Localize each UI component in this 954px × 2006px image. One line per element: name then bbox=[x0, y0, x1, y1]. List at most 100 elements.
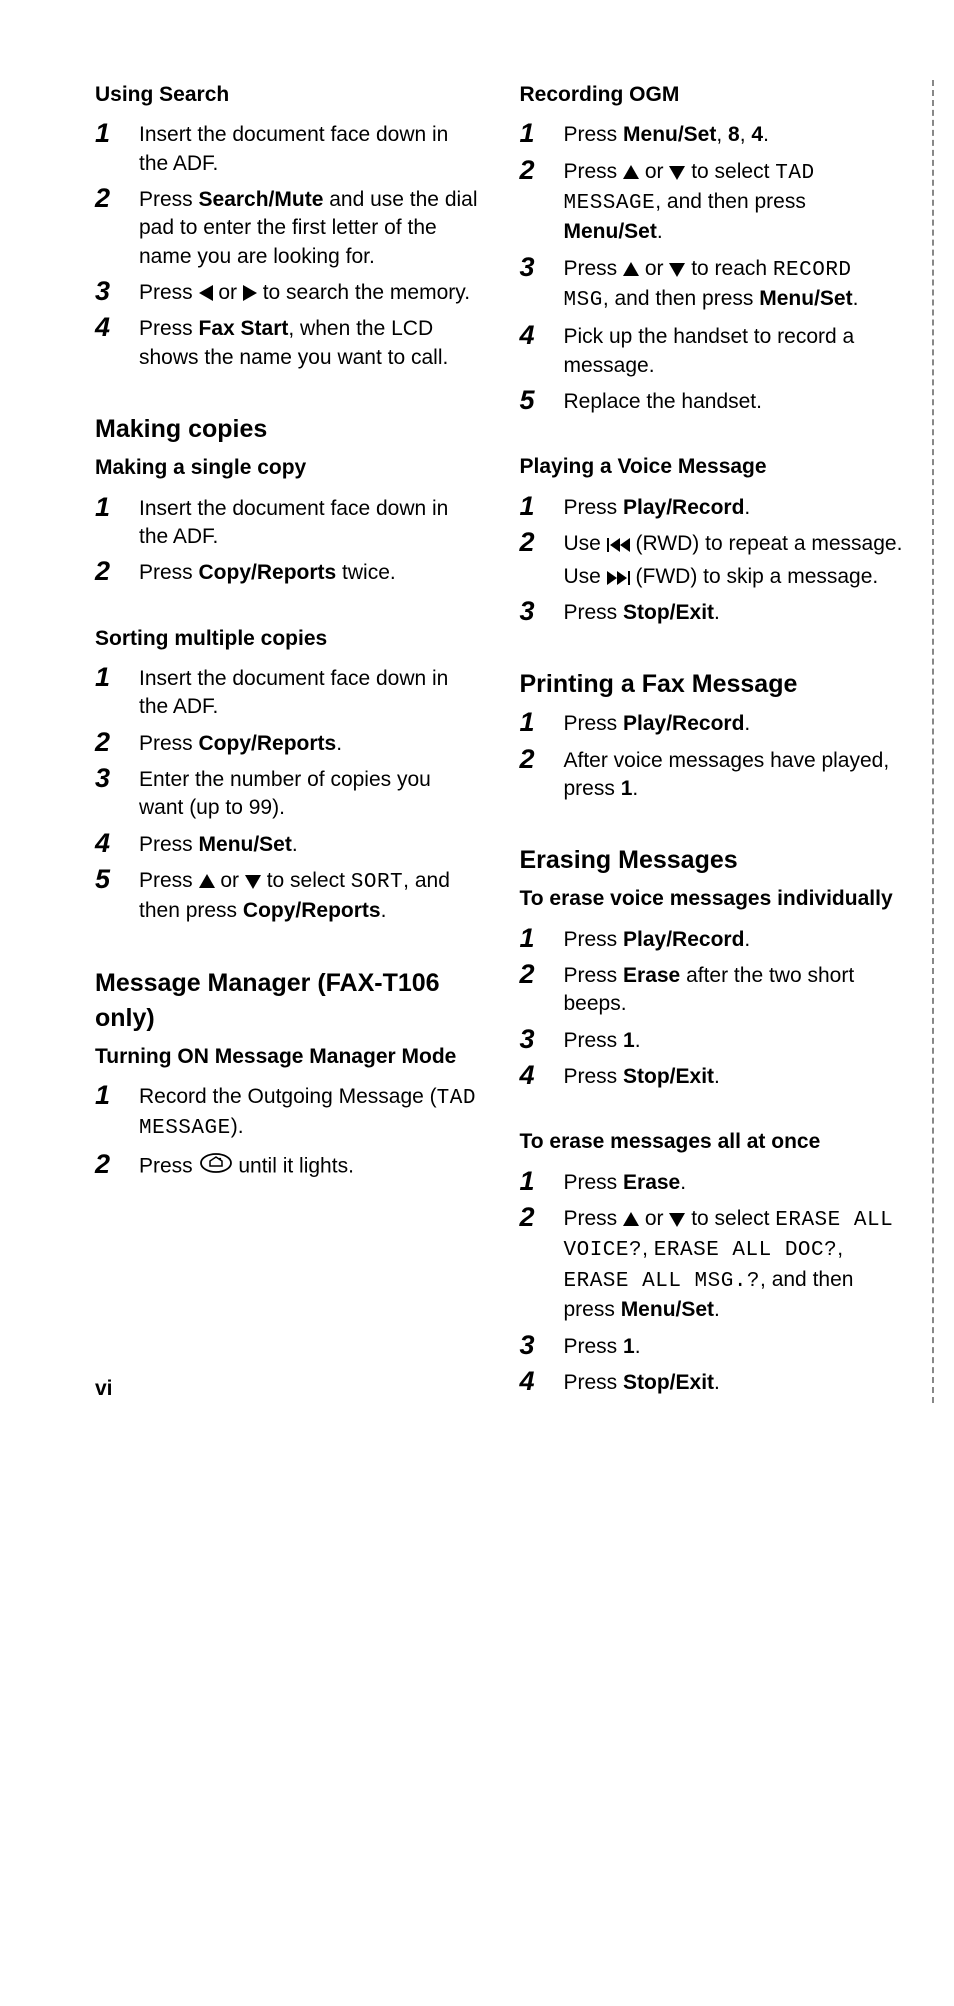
step-item: 2Use (RWD) to repeat a message.Use (FWD)… bbox=[520, 528, 905, 591]
step-number: 4 bbox=[520, 1367, 564, 1397]
step-item: 3Press or to reach RECORD MSG, and then … bbox=[520, 253, 905, 316]
step-item: 1Press Menu/Set, 8, 4. bbox=[520, 119, 905, 149]
step-list: 1Press Menu/Set, 8, 4. 2Press or to selec… bbox=[520, 119, 905, 416]
bold-text: Search/Mute bbox=[199, 188, 324, 211]
section-subheading: Using Search bbox=[95, 80, 480, 109]
bold-text: Play/Record bbox=[623, 928, 744, 951]
step-text: Press Copy/Reports. bbox=[139, 728, 480, 758]
step-list: 1Record the Outgoing Message (TAD MESSAG… bbox=[95, 1081, 480, 1182]
step-text: Press Stop/Exit. bbox=[564, 1367, 905, 1397]
step-number: 5 bbox=[95, 865, 139, 895]
step-number: 4 bbox=[520, 321, 564, 351]
bold-text: Menu/Set bbox=[564, 220, 657, 243]
section-heading: Erasing Messages bbox=[520, 843, 905, 878]
up-arrow-icon bbox=[623, 165, 639, 179]
step-text: Press or to select TAD MESSAGE, and then… bbox=[564, 156, 905, 247]
step-text: Press Play/Record. bbox=[564, 492, 905, 522]
step-number: 1 bbox=[95, 663, 139, 693]
step-item: 4Pick up the handset to record a message… bbox=[520, 321, 905, 380]
step-text: After voice messages have played, press … bbox=[564, 745, 905, 804]
bold-text: Stop/Exit bbox=[623, 601, 714, 624]
lcd-text: TAD MESSAGE bbox=[564, 162, 815, 215]
lcd-text: TAD MESSAGE bbox=[139, 1087, 476, 1140]
step-item: 1Press Play/Record. bbox=[520, 492, 905, 522]
left-column: Using Search1Insert the document face do… bbox=[95, 80, 480, 1403]
bold-text: Fax Start bbox=[199, 317, 289, 340]
step-number: 2 bbox=[95, 184, 139, 214]
step-number: 4 bbox=[520, 1061, 564, 1091]
step-text: Press or to search the memory. bbox=[139, 277, 480, 307]
step-number: 3 bbox=[520, 253, 564, 283]
bold-text: Stop/Exit bbox=[623, 1065, 714, 1088]
step-number: 1 bbox=[520, 1167, 564, 1197]
step-text: Insert the document face down in the ADF… bbox=[139, 663, 480, 722]
step-text: Press Copy/Reports twice. bbox=[139, 557, 480, 587]
section-subheading: Making a single copy bbox=[95, 453, 480, 482]
right-column: Recording OGM1Press Menu/Set, 8, 4.2Pres… bbox=[520, 80, 905, 1403]
step-text: Insert the document face down in the ADF… bbox=[139, 119, 480, 178]
left-arrow-icon bbox=[199, 285, 213, 301]
step-text: Enter the number of copies you want (up … bbox=[139, 764, 480, 823]
section-subheading: Playing a Voice Message bbox=[520, 452, 905, 481]
bold-text: 8 bbox=[728, 123, 740, 146]
section-subheading: Sorting multiple copies bbox=[95, 624, 480, 653]
content-columns: Using Search1Insert the document face do… bbox=[95, 80, 904, 1403]
step-number: 1 bbox=[95, 1081, 139, 1111]
step-text: Press Stop/Exit. bbox=[564, 597, 905, 627]
step-number: 2 bbox=[520, 745, 564, 775]
step-text: Press Erase after the two short beeps. bbox=[564, 960, 905, 1019]
bold-text: Copy/Reports bbox=[199, 561, 337, 584]
cut-line bbox=[932, 80, 934, 1403]
step-item: 1Press Play/Record. bbox=[520, 708, 905, 738]
bold-text: 4 bbox=[751, 123, 763, 146]
step-text: Insert the document face down in the ADF… bbox=[139, 493, 480, 552]
step-number: 3 bbox=[95, 277, 139, 307]
bold-text: Copy/Reports bbox=[243, 899, 381, 922]
step-text: Pick up the handset to record a message. bbox=[564, 321, 905, 380]
step-number: 2 bbox=[95, 557, 139, 587]
step-number: 5 bbox=[520, 386, 564, 416]
step-item: 4Press Stop/Exit. bbox=[520, 1061, 905, 1091]
bold-text: 1 bbox=[623, 1029, 635, 1052]
step-text: Press until it lights. bbox=[139, 1150, 480, 1182]
step-text: Use (RWD) to repeat a message.Use (FWD) … bbox=[564, 528, 905, 591]
down-arrow-icon bbox=[245, 875, 261, 889]
step-text: Replace the handset. bbox=[564, 386, 905, 416]
step-number: 1 bbox=[520, 708, 564, 738]
step-item: 3Press Stop/Exit. bbox=[520, 597, 905, 627]
page-number: vi bbox=[95, 1374, 113, 1403]
section-heading: Making copies bbox=[95, 412, 480, 447]
step-number: 3 bbox=[95, 764, 139, 794]
section-subheading: To erase messages all at once bbox=[520, 1127, 905, 1156]
step-list: 1Insert the document face down in the AD… bbox=[95, 119, 480, 372]
step-text: Press or to select ERASE ALL VOICE?, ERA… bbox=[564, 1203, 905, 1324]
step-number: 2 bbox=[520, 156, 564, 186]
down-arrow-icon bbox=[669, 1213, 685, 1227]
tad-button-icon bbox=[199, 1152, 233, 1182]
step-text: Press Menu/Set. bbox=[139, 829, 480, 859]
step-text: Press Menu/Set, 8, 4. bbox=[564, 119, 905, 149]
step-text: Press 1. bbox=[564, 1331, 905, 1361]
down-arrow-icon bbox=[669, 166, 685, 180]
section-heading: Message Manager (FAX-T106 only) bbox=[95, 966, 480, 1036]
step-list: 1Insert the document face down in the AD… bbox=[95, 493, 480, 588]
step-text: Press Stop/Exit. bbox=[564, 1061, 905, 1091]
bold-text: Play/Record bbox=[623, 496, 744, 519]
bold-text: Menu/Set bbox=[621, 1298, 714, 1321]
step-subtext: Use (FWD) to skip a message. bbox=[564, 563, 905, 591]
bold-text: Copy/Reports bbox=[199, 732, 337, 755]
section-subheading: To erase voice messages individually bbox=[520, 884, 905, 913]
step-item: 4Press Menu/Set. bbox=[95, 829, 480, 859]
up-arrow-icon bbox=[623, 262, 639, 276]
bold-text: 1 bbox=[623, 1335, 635, 1358]
step-text: Press 1. bbox=[564, 1025, 905, 1055]
step-item: 5Replace the handset. bbox=[520, 386, 905, 416]
step-number: 2 bbox=[95, 1150, 139, 1180]
bold-text: Play/Record bbox=[623, 712, 744, 735]
step-item: 2After voice messages have played, press… bbox=[520, 745, 905, 804]
up-arrow-icon bbox=[199, 874, 215, 888]
step-item: 3Press 1. bbox=[520, 1025, 905, 1055]
section-subheading: Recording OGM bbox=[520, 80, 905, 109]
step-item: 1Press Erase. bbox=[520, 1167, 905, 1197]
step-list: 1Insert the document face down in the AD… bbox=[95, 663, 480, 926]
